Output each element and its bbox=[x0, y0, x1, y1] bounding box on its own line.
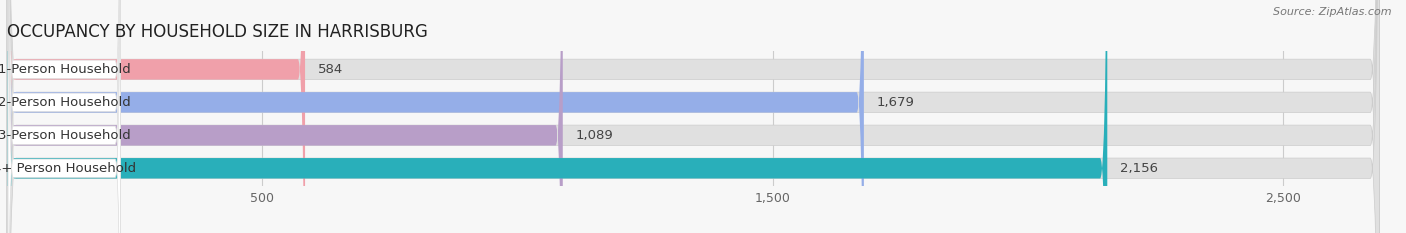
FancyBboxPatch shape bbox=[8, 0, 121, 233]
FancyBboxPatch shape bbox=[8, 0, 121, 233]
FancyBboxPatch shape bbox=[7, 0, 1379, 233]
Text: Source: ZipAtlas.com: Source: ZipAtlas.com bbox=[1274, 7, 1392, 17]
Text: 2-Person Household: 2-Person Household bbox=[0, 96, 131, 109]
Text: 2,156: 2,156 bbox=[1121, 162, 1159, 175]
FancyBboxPatch shape bbox=[8, 0, 121, 233]
Text: 584: 584 bbox=[318, 63, 343, 76]
FancyBboxPatch shape bbox=[7, 0, 305, 233]
FancyBboxPatch shape bbox=[7, 0, 1108, 233]
Text: OCCUPANCY BY HOUSEHOLD SIZE IN HARRISBURG: OCCUPANCY BY HOUSEHOLD SIZE IN HARRISBUR… bbox=[7, 23, 427, 41]
FancyBboxPatch shape bbox=[7, 0, 1379, 233]
Text: 4+ Person Household: 4+ Person Household bbox=[0, 162, 136, 175]
Text: 1-Person Household: 1-Person Household bbox=[0, 63, 131, 76]
Text: 1,089: 1,089 bbox=[575, 129, 613, 142]
Text: 3-Person Household: 3-Person Household bbox=[0, 129, 131, 142]
FancyBboxPatch shape bbox=[7, 0, 1379, 233]
FancyBboxPatch shape bbox=[7, 0, 863, 233]
FancyBboxPatch shape bbox=[7, 0, 1379, 233]
FancyBboxPatch shape bbox=[8, 0, 121, 233]
Text: 1,679: 1,679 bbox=[876, 96, 914, 109]
FancyBboxPatch shape bbox=[7, 0, 562, 233]
